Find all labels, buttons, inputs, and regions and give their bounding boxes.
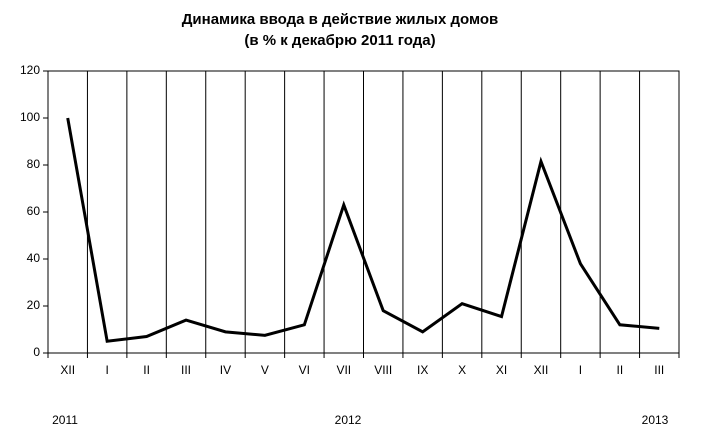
x-tick-label: XI xyxy=(496,363,507,377)
x-tick-label: I xyxy=(105,363,108,377)
x-tick-label: VI xyxy=(299,363,310,377)
year-label: 2012 xyxy=(335,413,362,427)
year-label: 2013 xyxy=(642,413,669,427)
x-tick-label: IV xyxy=(220,363,231,377)
y-tick-label: 40 xyxy=(27,251,41,265)
x-tick-label: XII xyxy=(534,363,549,377)
y-tick-label: 80 xyxy=(27,157,41,171)
y-tick-label: 100 xyxy=(20,110,40,124)
y-tick-label: 0 xyxy=(33,345,40,359)
y-tick-label: 120 xyxy=(20,63,40,77)
data-line xyxy=(66,117,660,343)
y-tick-label: 60 xyxy=(27,204,41,218)
chart-subtitle: (в % к декабрю 2011 года) xyxy=(244,32,435,49)
chart-title: Динамика ввода в действие жилых домов xyxy=(182,11,498,28)
x-tick-label: V xyxy=(261,363,269,377)
x-tick-label: II xyxy=(143,363,150,377)
x-tick-label: VIII xyxy=(374,363,392,377)
x-tick-label: I xyxy=(579,363,582,377)
x-tick-label: X xyxy=(458,363,466,377)
x-tick-label: III xyxy=(181,363,191,377)
x-tick-label: VII xyxy=(336,363,351,377)
x-tick-label: IX xyxy=(417,363,428,377)
y-tick-label: 20 xyxy=(27,298,41,312)
x-tick-label: II xyxy=(617,363,624,377)
x-tick-label: III xyxy=(654,363,664,377)
year-label: 2011 xyxy=(52,413,78,427)
x-tick-label: XII xyxy=(60,363,75,377)
